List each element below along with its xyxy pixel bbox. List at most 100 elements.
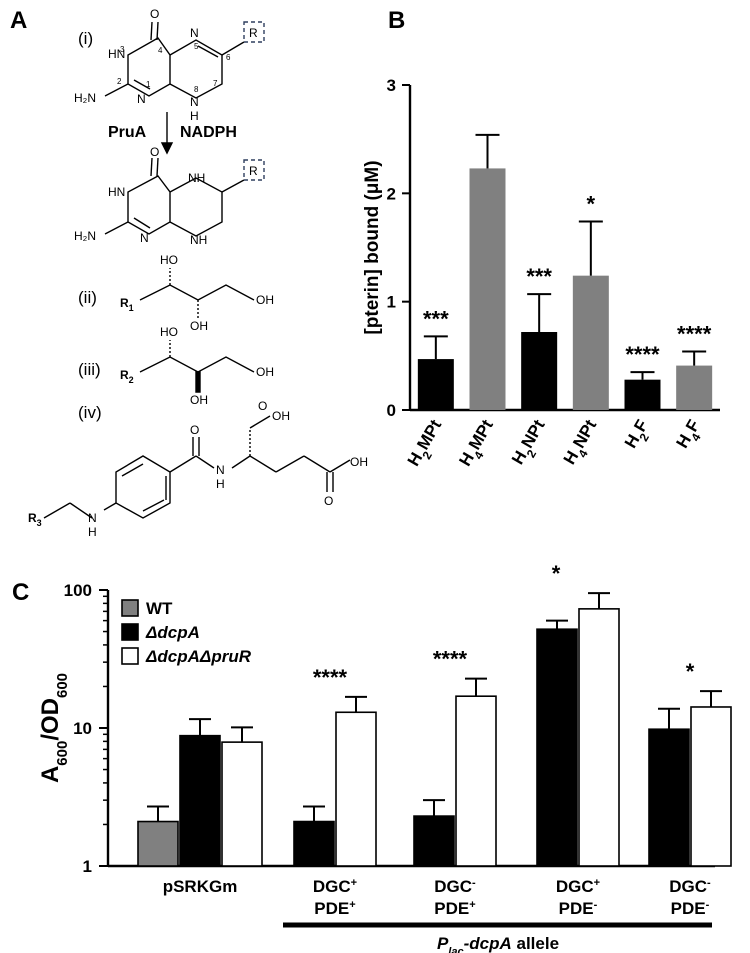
atom-o-iv-2: O xyxy=(258,399,267,413)
b-bar xyxy=(624,379,661,410)
atom-o-2: O xyxy=(150,145,159,159)
c-x-tick-label-2: PDE+ xyxy=(434,899,475,918)
atom-oh-ii-3: OH xyxy=(256,293,274,307)
c-significance: * xyxy=(552,561,561,586)
num-7: 7 xyxy=(213,79,218,88)
c-bar xyxy=(413,815,455,867)
atom-n-iv-2: N xyxy=(216,463,225,477)
atom-h2n-2: H₂N xyxy=(74,229,96,243)
b-significance: **** xyxy=(625,342,660,367)
panel-a-letter: A xyxy=(10,7,27,34)
c-significance: * xyxy=(686,659,695,684)
atom-hn-1: HN xyxy=(108,47,125,61)
b-y-tick-label: 3 xyxy=(387,76,396,95)
c-x-tick-label: DGC- xyxy=(669,877,711,896)
chemical-labels: (i) O HN H₂N N N N H R 3 2 1 4 5 6 7 8 P… xyxy=(28,7,368,539)
num-4: 4 xyxy=(158,46,163,55)
c-bar xyxy=(578,608,620,867)
atom-hn-2: HN xyxy=(108,185,125,199)
b-x-tick-label: H4F xyxy=(672,417,708,455)
b-bar xyxy=(521,332,558,410)
c-bar xyxy=(536,628,578,867)
c-x-tick-label-2: PDE+ xyxy=(314,899,355,918)
r-group-1: R xyxy=(249,26,258,40)
b-y-axis-title: [pterin] bound (μM) xyxy=(362,160,383,334)
c-legend-label: ΔdcpAΔpruR xyxy=(145,647,252,666)
atom-n-iv: N xyxy=(88,511,97,525)
c-y-tick-label: 100 xyxy=(64,581,92,600)
r3-label: R3 xyxy=(28,511,42,528)
dihydropterin-structure xyxy=(104,21,265,99)
c-bar xyxy=(293,820,335,867)
c-x-tick-label: pSRKGm xyxy=(163,877,238,896)
b-x-tick-label: H2MPt xyxy=(404,416,451,472)
atom-h-iv-2: H xyxy=(216,477,225,491)
atom-o-iv-1: O xyxy=(190,423,199,437)
tetrahydropterin-structure xyxy=(104,157,265,237)
atom-nh-1: N xyxy=(190,95,199,109)
atom-n1-1: N xyxy=(137,92,146,106)
c-bar xyxy=(690,706,732,867)
c-bar xyxy=(137,820,179,867)
c-x-tick-label: DGC- xyxy=(434,877,476,896)
r-group-2: R xyxy=(249,164,258,178)
atom-numbering: 3 2 1 4 5 6 7 8 xyxy=(117,42,231,94)
c-y-tick-label: 10 xyxy=(73,719,92,738)
num-3: 3 xyxy=(120,45,125,54)
b-significance: *** xyxy=(423,306,449,331)
c-legend-swatch xyxy=(121,647,139,665)
atom-oh-iii-2: OH xyxy=(190,393,208,407)
atom-oh-ii-1: HO xyxy=(160,253,178,267)
c-bar xyxy=(648,728,690,867)
r1-label: R1 xyxy=(120,296,134,313)
label-iii: (iii) xyxy=(78,360,101,379)
c-x-tick-label: DGC+ xyxy=(556,877,600,896)
c-legend-label: WT xyxy=(146,599,173,618)
atom-oh-iii-3: OH xyxy=(256,365,274,379)
c-legend-label: ΔdcpA xyxy=(145,623,200,642)
label-ii: (ii) xyxy=(78,288,97,307)
atom-nh-2a: NH xyxy=(188,171,205,185)
c-legend-swatch xyxy=(121,623,139,641)
enzyme-label: PruA xyxy=(108,124,147,141)
atom-nh-2b: NH xyxy=(190,233,207,247)
atom-n5-1: N xyxy=(190,26,199,40)
atom-o-1: O xyxy=(150,7,159,21)
c-x-tick-label-2: PDE- xyxy=(671,899,710,918)
cofactor-label: NADPH xyxy=(180,124,237,141)
c-x-tick-label-2: PDE- xyxy=(559,899,598,918)
c-group-label: Plac-dcpA allele xyxy=(437,934,559,953)
b-bar xyxy=(572,275,609,410)
side-chain-iii xyxy=(139,340,255,393)
c-bar xyxy=(455,695,497,867)
c-significance: **** xyxy=(313,665,348,690)
c-bar xyxy=(221,741,263,867)
b-bar xyxy=(676,365,713,410)
b-y-tick-label: 1 xyxy=(387,293,396,312)
side-chain-ii xyxy=(139,268,255,318)
b-y-tick-label: 0 xyxy=(387,401,396,420)
c-y-axis-title: A600/OD600 xyxy=(37,673,71,783)
atom-h-iv: H xyxy=(88,525,97,539)
b-bar xyxy=(417,359,454,410)
c-bar xyxy=(179,734,221,867)
b-significance: **** xyxy=(677,322,712,347)
b-x-tick-label: H4NPt xyxy=(560,416,606,471)
panel-c-letter: C xyxy=(12,579,29,606)
panel-b-letter: B xyxy=(388,7,405,34)
num-5: 5 xyxy=(194,42,199,51)
c-bar xyxy=(335,711,377,867)
r2-label: R2 xyxy=(120,368,134,385)
atom-oh-iv-2: OH xyxy=(350,455,368,469)
atom-h2n-1: H₂N xyxy=(74,91,96,105)
chemical-scheme xyxy=(43,21,351,519)
num-8: 8 xyxy=(194,85,199,94)
atom-oh-iii-1: HO xyxy=(160,325,178,339)
b-x-tick-label: H2NPt xyxy=(508,416,554,471)
c-legend-swatch xyxy=(121,599,139,617)
atom-oh-iv-1: OH xyxy=(272,409,290,423)
b-y-tick-label: 2 xyxy=(387,184,396,203)
c-y-tick-label: 1 xyxy=(83,857,92,876)
